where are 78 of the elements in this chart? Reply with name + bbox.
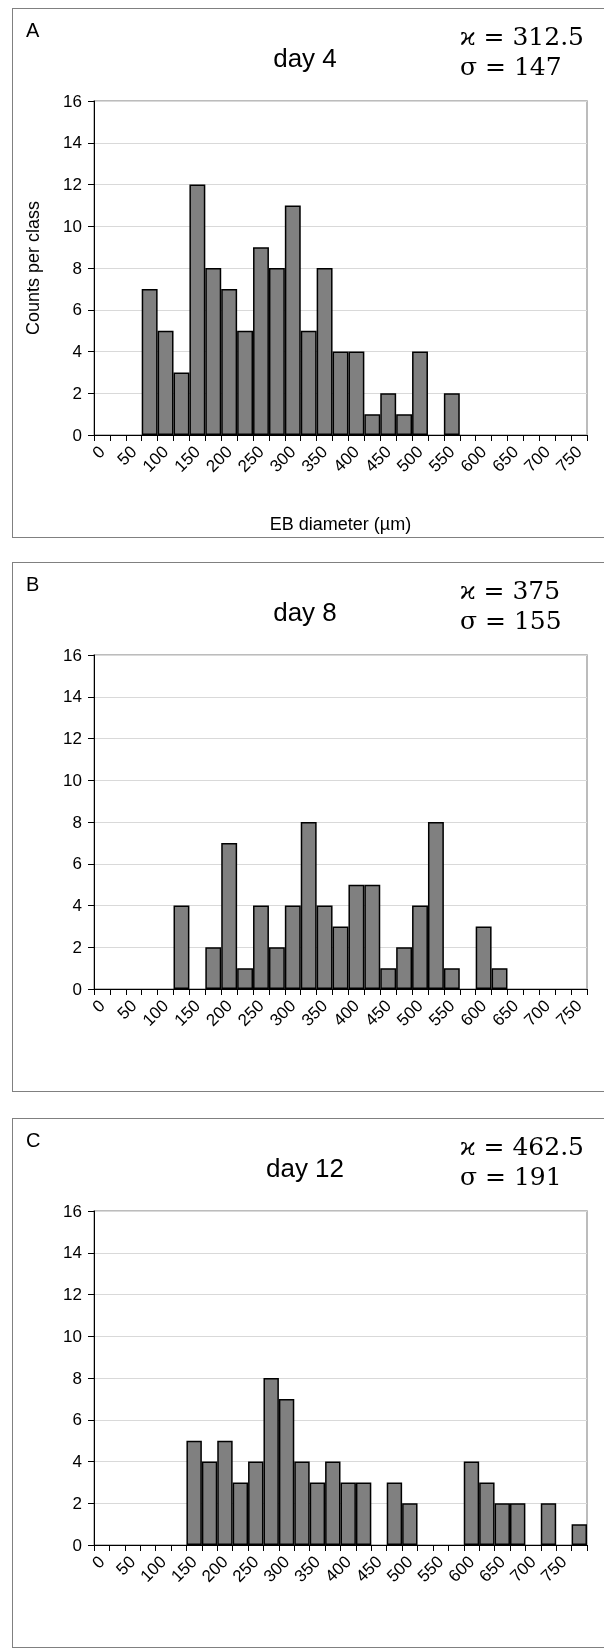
chart-title: day 8 xyxy=(273,597,337,627)
text: C xyxy=(26,1129,41,1151)
y-tick-label: 2 xyxy=(72,937,82,957)
y-tick-label: 10 xyxy=(63,1326,82,1346)
x-tick-label: 700 xyxy=(506,1552,540,1586)
y-tick-label: 14 xyxy=(63,1243,82,1263)
text: A xyxy=(26,19,40,41)
text: σ = 191 xyxy=(460,1162,562,1191)
x-tick-label: 500 xyxy=(393,442,427,476)
y-tick-label: 6 xyxy=(72,300,82,320)
y-tick-label: 14 xyxy=(63,687,82,707)
x-tick-label: 50 xyxy=(113,996,141,1024)
y-tick-label: 8 xyxy=(72,1368,82,1388)
x-tick-label: 700 xyxy=(520,442,554,476)
x-tick-label: 150 xyxy=(170,442,205,476)
x-tick-label: 150 xyxy=(170,996,205,1030)
y-tick-label: 16 xyxy=(63,1201,82,1221)
chart-title: day 12 xyxy=(265,1153,345,1183)
x-tick-label: 300 xyxy=(266,442,300,476)
x-tick-label: 200 xyxy=(202,442,236,476)
y-tick-label: 12 xyxy=(63,1285,82,1304)
y-tick-label: 12 xyxy=(63,175,82,194)
y-tick-label: 0 xyxy=(72,979,82,999)
x-tick-label: 250 xyxy=(234,442,268,476)
y-tick-label: 8 xyxy=(72,258,82,278)
x-tick-label: 750 xyxy=(552,442,586,476)
x-tick-label: 450 xyxy=(361,442,395,476)
x-tick-label: 750 xyxy=(537,1552,571,1586)
x-tick-label: 500 xyxy=(393,996,427,1030)
x-tick-label: 200 xyxy=(202,996,236,1030)
x-tick-label: 100 xyxy=(138,442,173,476)
y-tick-label: 2 xyxy=(72,383,82,403)
x-tick-label: 550 xyxy=(425,996,459,1030)
x-tick-label: 0 xyxy=(88,442,109,463)
text: B xyxy=(26,573,40,595)
x-tick-label: 250 xyxy=(234,996,268,1030)
text: ϰ = 312.5 xyxy=(460,22,584,51)
x-tick-label: 350 xyxy=(297,442,332,476)
x-tick-label: 650 xyxy=(488,442,523,476)
y-tick-label: 10 xyxy=(63,216,82,236)
x-tick-label: 600 xyxy=(456,442,491,476)
y-tick-label: 10 xyxy=(63,770,82,790)
x-tick-label: 550 xyxy=(425,442,459,476)
x-tick-label: 200 xyxy=(198,1552,232,1586)
y-axis-title: Counts per class xyxy=(23,200,43,336)
y-tick-label: 6 xyxy=(72,1410,82,1430)
y-tick-label: 6 xyxy=(72,854,82,874)
x-tick-label: 700 xyxy=(520,996,554,1030)
x-tick-label: 650 xyxy=(488,996,523,1030)
text: σ = 147 xyxy=(460,52,562,81)
y-tick-label: 4 xyxy=(72,896,82,915)
y-tick-label: 4 xyxy=(72,342,82,361)
x-tick-label: 50 xyxy=(113,442,141,470)
y-tick-label: 16 xyxy=(63,91,82,111)
x-tick-label: 600 xyxy=(456,996,491,1030)
y-tick-label: 4 xyxy=(72,1452,82,1471)
x-tick-label: 0 xyxy=(88,996,109,1017)
x-tick-label: 750 xyxy=(552,996,586,1030)
x-tick-label: 100 xyxy=(138,996,173,1030)
x-axis-title: EB diameter (µm) xyxy=(269,514,412,534)
y-tick-label: 8 xyxy=(72,812,82,832)
y-tick-label: 0 xyxy=(72,1535,82,1555)
y-tick-label: 16 xyxy=(63,645,82,665)
x-tick-label: 400 xyxy=(329,442,364,476)
x-tick-label: 400 xyxy=(329,996,364,1030)
text: ϰ = 375 xyxy=(460,576,561,605)
y-tick-label: 12 xyxy=(63,729,82,748)
x-tick-label: 350 xyxy=(297,996,332,1030)
text: ϰ = 462.5 xyxy=(460,1132,584,1161)
chart-title: day 4 xyxy=(273,43,337,73)
text: σ = 155 xyxy=(460,606,562,635)
x-tick-label: 450 xyxy=(352,1552,386,1586)
x-tick-label: 0 xyxy=(88,1552,109,1573)
x-tick-label: 300 xyxy=(266,996,300,1030)
x-tick-label: 450 xyxy=(361,996,395,1030)
y-tick-label: 0 xyxy=(72,425,82,445)
y-tick-label: 14 xyxy=(63,133,82,153)
y-tick-label: 2 xyxy=(72,1493,82,1513)
